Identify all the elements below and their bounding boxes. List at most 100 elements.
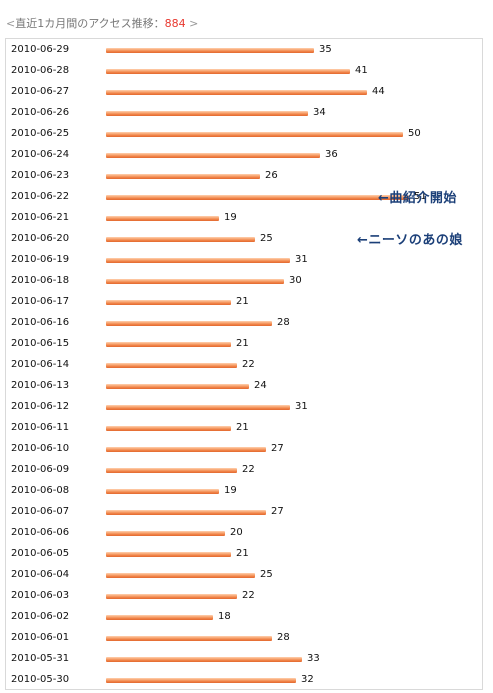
bar-value-label: 28 bbox=[277, 632, 290, 643]
bar-value-label: 25 bbox=[260, 569, 273, 580]
bar bbox=[106, 573, 255, 578]
date-label: 2010-06-29 bbox=[11, 44, 70, 55]
bar-row: 2010-06-20 25 bbox=[6, 228, 482, 249]
bar-value-label: 19 bbox=[224, 212, 237, 223]
chart-header: <直近1カ月間のアクセス推移：884 > bbox=[6, 15, 198, 33]
bar bbox=[106, 552, 231, 557]
chart-rows: 2010-06-29 35 2010-06-28 41 2010-06-27 44 2010… bbox=[6, 39, 482, 689]
date-label: 2010-06-08 bbox=[11, 485, 70, 496]
bar-row: 2010-06-25 50 bbox=[6, 123, 482, 144]
date-label: 2010-06-17 bbox=[11, 296, 70, 307]
bar bbox=[106, 531, 225, 536]
bar bbox=[106, 111, 308, 116]
date-label: 2010-06-19 bbox=[11, 254, 70, 265]
bar-value-label: 50 bbox=[408, 128, 421, 139]
bar bbox=[106, 174, 260, 179]
date-label: 2010-06-15 bbox=[11, 338, 70, 349]
bar bbox=[106, 132, 403, 137]
bar bbox=[106, 237, 255, 242]
date-label: 2010-06-23 bbox=[11, 170, 70, 181]
bar-value-label: 35 bbox=[319, 44, 332, 55]
bar bbox=[106, 468, 237, 473]
date-label: 2010-06-28 bbox=[11, 65, 70, 76]
date-label: 2010-06-22 bbox=[11, 191, 70, 202]
bar-row: 2010-06-01 28 bbox=[6, 627, 482, 648]
bar bbox=[106, 594, 237, 599]
bar bbox=[106, 258, 290, 263]
bar-row: 2010-06-10 27 bbox=[6, 438, 482, 459]
date-label: 2010-05-31 bbox=[11, 653, 70, 664]
annotation-note: ←曲紹介開始 bbox=[378, 191, 457, 206]
bar-row: 2010-06-29 35 bbox=[6, 39, 482, 60]
bar-row: 2010-06-16 28 bbox=[6, 312, 482, 333]
bar-row: 2010-06-28 41 bbox=[6, 60, 482, 81]
bar-value-label: 41 bbox=[355, 65, 368, 76]
date-label: 2010-06-09 bbox=[11, 464, 70, 475]
bar-row: 2010-06-19 31 bbox=[6, 249, 482, 270]
bar bbox=[106, 153, 320, 158]
bar-value-label: 33 bbox=[307, 653, 320, 664]
bar-row: 2010-06-23 26 bbox=[6, 165, 482, 186]
bar bbox=[106, 489, 219, 494]
bar-value-label: 27 bbox=[271, 443, 284, 454]
bar bbox=[106, 426, 231, 431]
bar bbox=[106, 48, 314, 53]
bar-row: 2010-06-24 36 bbox=[6, 144, 482, 165]
bar-value-label: 36 bbox=[325, 149, 338, 160]
bar bbox=[106, 615, 213, 620]
date-label: 2010-06-02 bbox=[11, 611, 70, 622]
bar-value-label: 30 bbox=[289, 275, 302, 286]
header-title: 直近1カ月間のアクセス推移： bbox=[15, 17, 165, 30]
bar-row: 2010-06-26 34 bbox=[6, 102, 482, 123]
header-close-bracket: > bbox=[189, 17, 199, 30]
date-label: 2010-06-11 bbox=[11, 422, 70, 433]
bar-row: 2010-06-13 24 bbox=[6, 375, 482, 396]
bar-value-label: 24 bbox=[254, 380, 267, 391]
bar bbox=[106, 657, 302, 662]
header-open-bracket: < bbox=[6, 17, 16, 30]
bar-value-label: 19 bbox=[224, 485, 237, 496]
bar-value-label: 22 bbox=[242, 464, 255, 475]
date-label: 2010-06-24 bbox=[11, 149, 70, 160]
bar-row: 2010-06-05 21 bbox=[6, 543, 482, 564]
bar-value-label: 44 bbox=[372, 86, 385, 97]
bar bbox=[106, 195, 409, 200]
date-label: 2010-06-18 bbox=[11, 275, 70, 286]
bar-value-label: 20 bbox=[230, 527, 243, 538]
bar-row: 2010-06-09 22 bbox=[6, 459, 482, 480]
date-label: 2010-06-03 bbox=[11, 590, 70, 601]
bar-row: 2010-06-15 21 bbox=[6, 333, 482, 354]
bar-value-label: 32 bbox=[301, 674, 314, 685]
date-label: 2010-06-14 bbox=[11, 359, 70, 370]
bar bbox=[106, 90, 367, 95]
bar-row: 2010-06-14 22 bbox=[6, 354, 482, 375]
bar bbox=[106, 279, 284, 284]
bar-value-label: 31 bbox=[295, 254, 308, 265]
bar-row: 2010-06-22 51 bbox=[6, 186, 482, 207]
bar-row: 2010-05-30 32 bbox=[6, 669, 482, 690]
bar-row: 2010-06-08 19 bbox=[6, 480, 482, 501]
bar-row: 2010-06-21 19 bbox=[6, 207, 482, 228]
date-label: 2010-05-30 bbox=[11, 674, 70, 685]
bar bbox=[106, 321, 272, 326]
date-label: 2010-06-06 bbox=[11, 527, 70, 538]
bar-row: 2010-06-12 31 bbox=[6, 396, 482, 417]
bar-value-label: 18 bbox=[218, 611, 231, 622]
bar bbox=[106, 69, 350, 74]
bar-value-label: 22 bbox=[242, 359, 255, 370]
bar bbox=[106, 384, 249, 389]
bar-value-label: 26 bbox=[265, 170, 278, 181]
date-label: 2010-06-07 bbox=[11, 506, 70, 517]
bar-value-label: 22 bbox=[242, 590, 255, 601]
date-label: 2010-06-16 bbox=[11, 317, 70, 328]
annotation-note: ←ニーソのあの娘 bbox=[357, 233, 463, 248]
date-label: 2010-06-04 bbox=[11, 569, 70, 580]
bar-value-label: 21 bbox=[236, 548, 249, 559]
bar bbox=[106, 636, 272, 641]
bar bbox=[106, 363, 237, 368]
bar-row: 2010-06-02 18 bbox=[6, 606, 482, 627]
bar-value-label: 27 bbox=[271, 506, 284, 517]
bar bbox=[106, 678, 296, 683]
bar-row: 2010-06-11 21 bbox=[6, 417, 482, 438]
bar bbox=[106, 510, 266, 515]
